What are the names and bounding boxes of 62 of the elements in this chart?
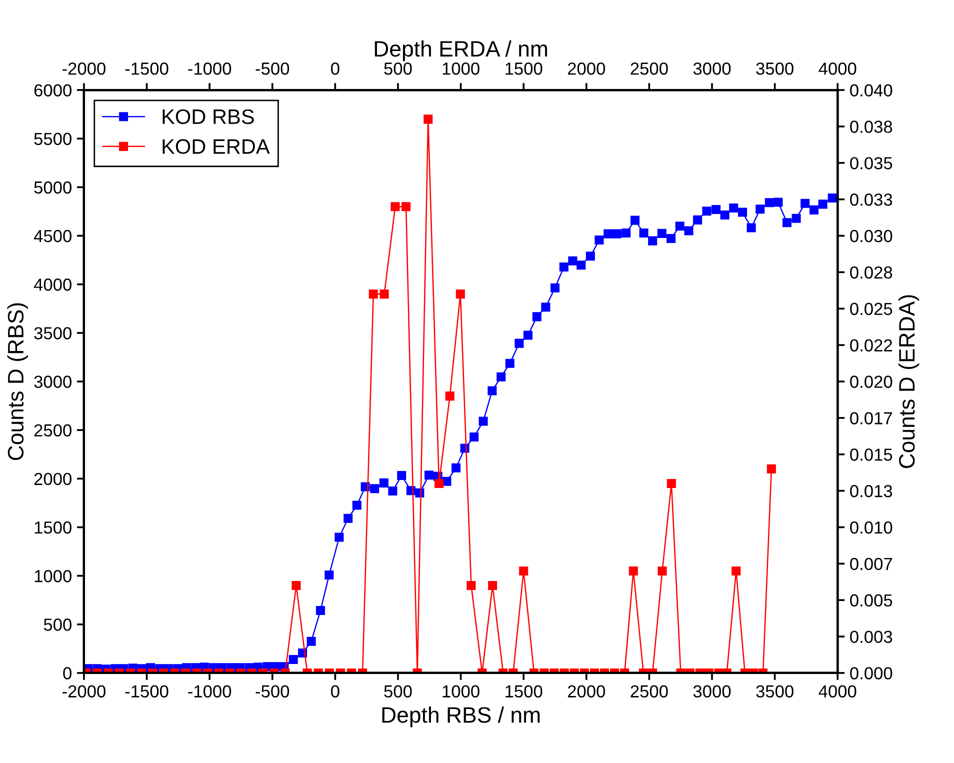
y-tick-label: 1000	[34, 570, 72, 582]
y-axis-title: Counts D (RBS)	[7, 303, 28, 460]
x-tick-label: -2000	[62, 685, 106, 698]
y-tick-label: 5000	[34, 181, 72, 194]
x2-tick-label: 3000	[693, 62, 731, 75]
x2-tick-label: 0	[331, 62, 340, 75]
y-tick-label: 5500	[34, 132, 72, 146]
legend-label: KOD ERDA	[162, 139, 270, 154]
x2-tick-label: 4000	[818, 62, 856, 75]
y2-tick-label: 0.025	[850, 302, 892, 316]
y2-tick-label: 0.022	[850, 339, 892, 352]
x-axis-title: Depth RBS / nm	[382, 706, 540, 728]
y-tick-label: 0	[63, 667, 72, 680]
y-tick-label: 1500	[34, 521, 72, 534]
x-tick-label: 0	[331, 685, 340, 698]
x-tick-label: 1500	[506, 685, 542, 698]
y-tick-label: 4500	[34, 230, 72, 242]
x2-tick-label: -1000	[188, 62, 232, 75]
y2-tick-label: 0.013	[850, 484, 892, 498]
y2-tick-label: 0.007	[850, 558, 892, 570]
x2-axis-title: Depth ERDA / nm	[374, 40, 548, 62]
y2-tick-label: 0.017	[850, 412, 892, 424]
y2-tick-label: 0.005	[850, 594, 892, 607]
x-tick-label: -1000	[188, 685, 232, 698]
legend-label: KOD RBS	[162, 109, 254, 124]
x2-tick-label: -2000	[62, 62, 106, 75]
y-tick-label: 500	[44, 618, 72, 631]
x-tick-label: 500	[384, 685, 412, 698]
x-tick-label: 2000	[568, 685, 606, 698]
y-tick-label: 3000	[34, 376, 72, 388]
y2-tick-label: 0.030	[850, 230, 892, 242]
y2-tick-label: 0.035	[850, 157, 892, 170]
x2-tick-label: -500	[256, 62, 290, 75]
y2-tick-label: 0.010	[850, 521, 892, 534]
y2-axis-title: Counts D (ERDA)	[898, 295, 920, 468]
y-tick-label: 3500	[34, 327, 72, 340]
x2-tick-label: -1500	[125, 62, 168, 75]
x-tick-label: 3000	[693, 685, 731, 698]
y2-tick-label: 0.003	[850, 630, 892, 643]
y2-tick-label: 0.000	[850, 667, 892, 680]
y2-tick-label: 0.033	[850, 194, 892, 206]
x2-tick-label: 500	[384, 62, 412, 75]
y-tick-label: 6000	[34, 84, 72, 96]
x-tick-label: 1000	[442, 685, 480, 698]
x-tick-label: -500	[256, 685, 290, 698]
y2-tick-label: 0.038	[850, 120, 892, 133]
x2-tick-label: 1500	[506, 62, 542, 75]
y2-tick-label: 0.020	[850, 376, 892, 388]
x2-tick-label: 3500	[756, 62, 794, 75]
y2-tick-label: 0.015	[850, 448, 892, 461]
x2-tick-label: 2500	[630, 62, 668, 75]
y2-tick-label: 0.040	[850, 84, 892, 96]
y-tick-label: 2000	[34, 472, 72, 486]
x2-tick-label: 2000	[568, 62, 606, 75]
x2-tick-label: 1000	[442, 62, 480, 75]
y-tick-label: 4000	[34, 278, 72, 291]
x-tick-label: 4000	[818, 685, 856, 698]
x-tick-label: -1500	[125, 685, 168, 698]
x-tick-label: 3500	[756, 685, 794, 698]
y-tick-label: 2500	[34, 424, 72, 437]
y2-tick-label: 0.028	[850, 266, 892, 279]
x-tick-label: 2500	[630, 685, 668, 698]
